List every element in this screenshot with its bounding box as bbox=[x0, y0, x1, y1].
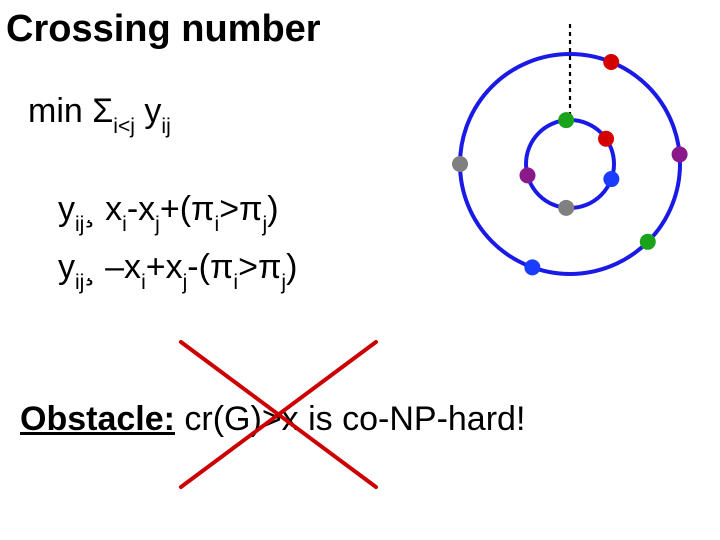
min-text: min bbox=[28, 92, 92, 130]
y-subscript: ij bbox=[161, 115, 170, 138]
obstacle-label: Obstacle: bbox=[20, 400, 175, 438]
xi-sub: i bbox=[122, 213, 127, 236]
xj-sub: j bbox=[183, 271, 188, 294]
yij-sub: ij bbox=[75, 213, 84, 236]
pj-sub: j bbox=[281, 271, 286, 294]
plus-xj: +x bbox=[146, 248, 183, 286]
close-paren: ) bbox=[267, 190, 278, 228]
formula-constraint-2: yij¸ –xi+xj-(πi>πj) bbox=[58, 248, 297, 292]
xi: x bbox=[96, 190, 122, 228]
minus-xj: -x bbox=[127, 190, 155, 228]
xi-sub: i bbox=[141, 271, 146, 294]
xj-sub: j bbox=[155, 213, 160, 236]
gt-pj: >π bbox=[238, 248, 281, 286]
plus-pi: +(π bbox=[160, 190, 215, 228]
neg-xi: –x bbox=[96, 248, 141, 286]
sep: ¸ bbox=[84, 248, 95, 286]
yij-a: y bbox=[58, 248, 75, 286]
yij-a: y bbox=[58, 190, 75, 228]
pj-sub: j bbox=[263, 213, 268, 236]
page-title: Crossing number bbox=[6, 8, 321, 51]
pi-sub: i bbox=[233, 271, 238, 294]
obstacle-statement: Obstacle: cr(G)>x is co-NP-hard! bbox=[20, 400, 525, 439]
formula-objective: min Σi<j yij bbox=[28, 92, 171, 136]
y-var: y bbox=[135, 92, 161, 130]
sigma-subscript: i<j bbox=[113, 115, 135, 138]
sep: ¸ bbox=[84, 190, 95, 228]
formula-constraint-1: yij¸ xi-xj+(πi>πj) bbox=[58, 190, 279, 234]
crossing-diagram bbox=[440, 24, 700, 284]
pi-sub: i bbox=[215, 213, 220, 236]
close-paren: ) bbox=[286, 248, 297, 286]
yij-sub: ij bbox=[75, 271, 84, 294]
obstacle-text: cr(G)>x is co-NP-hard! bbox=[175, 400, 525, 438]
minus-pi: -(π bbox=[187, 248, 233, 286]
sigma-symbol: Σ bbox=[92, 92, 113, 130]
gt-pj: >π bbox=[219, 190, 262, 228]
